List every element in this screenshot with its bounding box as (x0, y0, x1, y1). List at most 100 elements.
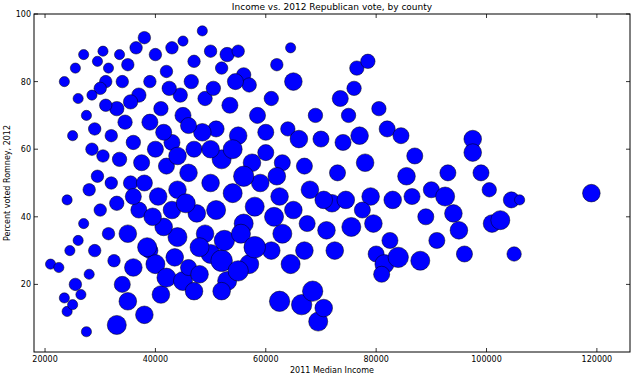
bubble (271, 58, 283, 70)
bubble (329, 165, 345, 181)
bubble (105, 177, 117, 189)
bubble (342, 217, 361, 236)
bubble (418, 209, 434, 225)
y-tick (34, 14, 38, 15)
bubble (86, 143, 98, 155)
bubble (118, 115, 132, 129)
bubble (68, 131, 78, 141)
bubble (105, 129, 117, 141)
bubble (149, 188, 167, 206)
bubble (112, 152, 126, 166)
bubble (180, 164, 198, 182)
bubble (88, 123, 100, 135)
bubble (59, 293, 69, 303)
bubble (202, 140, 220, 158)
bubble (125, 259, 143, 277)
y-axis-label: Percent voted Romney, 2012 (3, 125, 12, 241)
bubble (147, 141, 163, 157)
bubble (411, 251, 430, 270)
x-tick (596, 348, 597, 352)
bubble (116, 75, 128, 87)
bubble (213, 282, 231, 300)
y-tick (34, 216, 38, 217)
x-tick-label: 100000 (471, 355, 502, 364)
bubble (206, 81, 220, 95)
x-tick (155, 348, 156, 352)
bubble (258, 145, 274, 161)
bubble (166, 249, 184, 267)
y-tick (34, 149, 38, 150)
bubble (269, 291, 289, 311)
bubble (156, 124, 172, 140)
x-tick (486, 348, 487, 352)
bubble (245, 197, 264, 216)
bubble (341, 108, 355, 122)
y-tick (34, 81, 38, 82)
bubble (223, 140, 242, 159)
bubble (154, 101, 168, 115)
chart: 2000040000600008000010000012000020406080… (0, 0, 640, 377)
bubble (303, 281, 323, 301)
bubble (264, 91, 278, 105)
bubble (134, 155, 150, 171)
bubble (507, 247, 521, 261)
bubble (138, 238, 157, 257)
x-tick-label: 60000 (253, 355, 278, 364)
bubble (97, 150, 109, 162)
bubble (388, 247, 408, 267)
bubble (184, 74, 198, 88)
bubble (354, 202, 370, 218)
x-tick (376, 14, 377, 18)
bubble (347, 81, 361, 95)
bubble (125, 188, 141, 204)
x-tick (265, 348, 266, 352)
bubble (227, 74, 243, 90)
bubble (268, 167, 286, 185)
bubble (160, 65, 172, 77)
bubble (464, 144, 482, 162)
y-tick-label: 100 (16, 10, 31, 19)
bubble (436, 187, 455, 206)
bubble (456, 246, 472, 262)
bubble (144, 75, 156, 87)
plot-frame (34, 14, 630, 352)
bubble (244, 236, 266, 258)
bubble (249, 107, 265, 123)
bubble (473, 165, 489, 181)
bubble (191, 265, 209, 283)
x-tick-label: 40000 (143, 355, 168, 364)
bubble (308, 108, 322, 122)
y-tick-label: 40 (21, 213, 31, 222)
bubble (84, 269, 94, 279)
bubble (108, 255, 120, 267)
bubble (102, 227, 114, 239)
x-tick (596, 14, 597, 18)
bubble (98, 46, 108, 56)
y-tick-label: 80 (21, 78, 31, 87)
bubble (185, 282, 203, 300)
x-tick-label: 20000 (32, 355, 57, 364)
bubble (107, 315, 126, 334)
bubble (296, 242, 314, 260)
bubble (315, 191, 333, 209)
bubble (81, 327, 91, 337)
x-tick (45, 14, 46, 18)
bubble (130, 42, 142, 54)
y-tick (626, 216, 630, 217)
bubble (583, 184, 601, 202)
bubble (136, 306, 154, 324)
bubble (138, 31, 150, 43)
bubble (152, 286, 170, 304)
title: Income vs. 2012 Republican vote, by coun… (232, 2, 433, 12)
bubble (335, 134, 351, 150)
bubble (234, 166, 254, 186)
bubble (407, 148, 423, 164)
bubble (222, 97, 238, 113)
x-tick (376, 348, 377, 352)
bubble (228, 261, 248, 281)
bubble (285, 73, 303, 91)
bubble (94, 204, 106, 216)
bubble (232, 45, 244, 57)
x-tick-label: 120000 (582, 355, 613, 364)
bubble (83, 184, 95, 196)
